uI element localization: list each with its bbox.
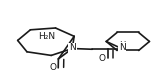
Text: H: H	[119, 41, 126, 50]
Text: H₂N: H₂N	[38, 32, 56, 41]
Text: N: N	[69, 43, 76, 52]
Text: O: O	[49, 63, 56, 72]
Text: O: O	[99, 54, 106, 63]
Text: N: N	[119, 43, 126, 52]
